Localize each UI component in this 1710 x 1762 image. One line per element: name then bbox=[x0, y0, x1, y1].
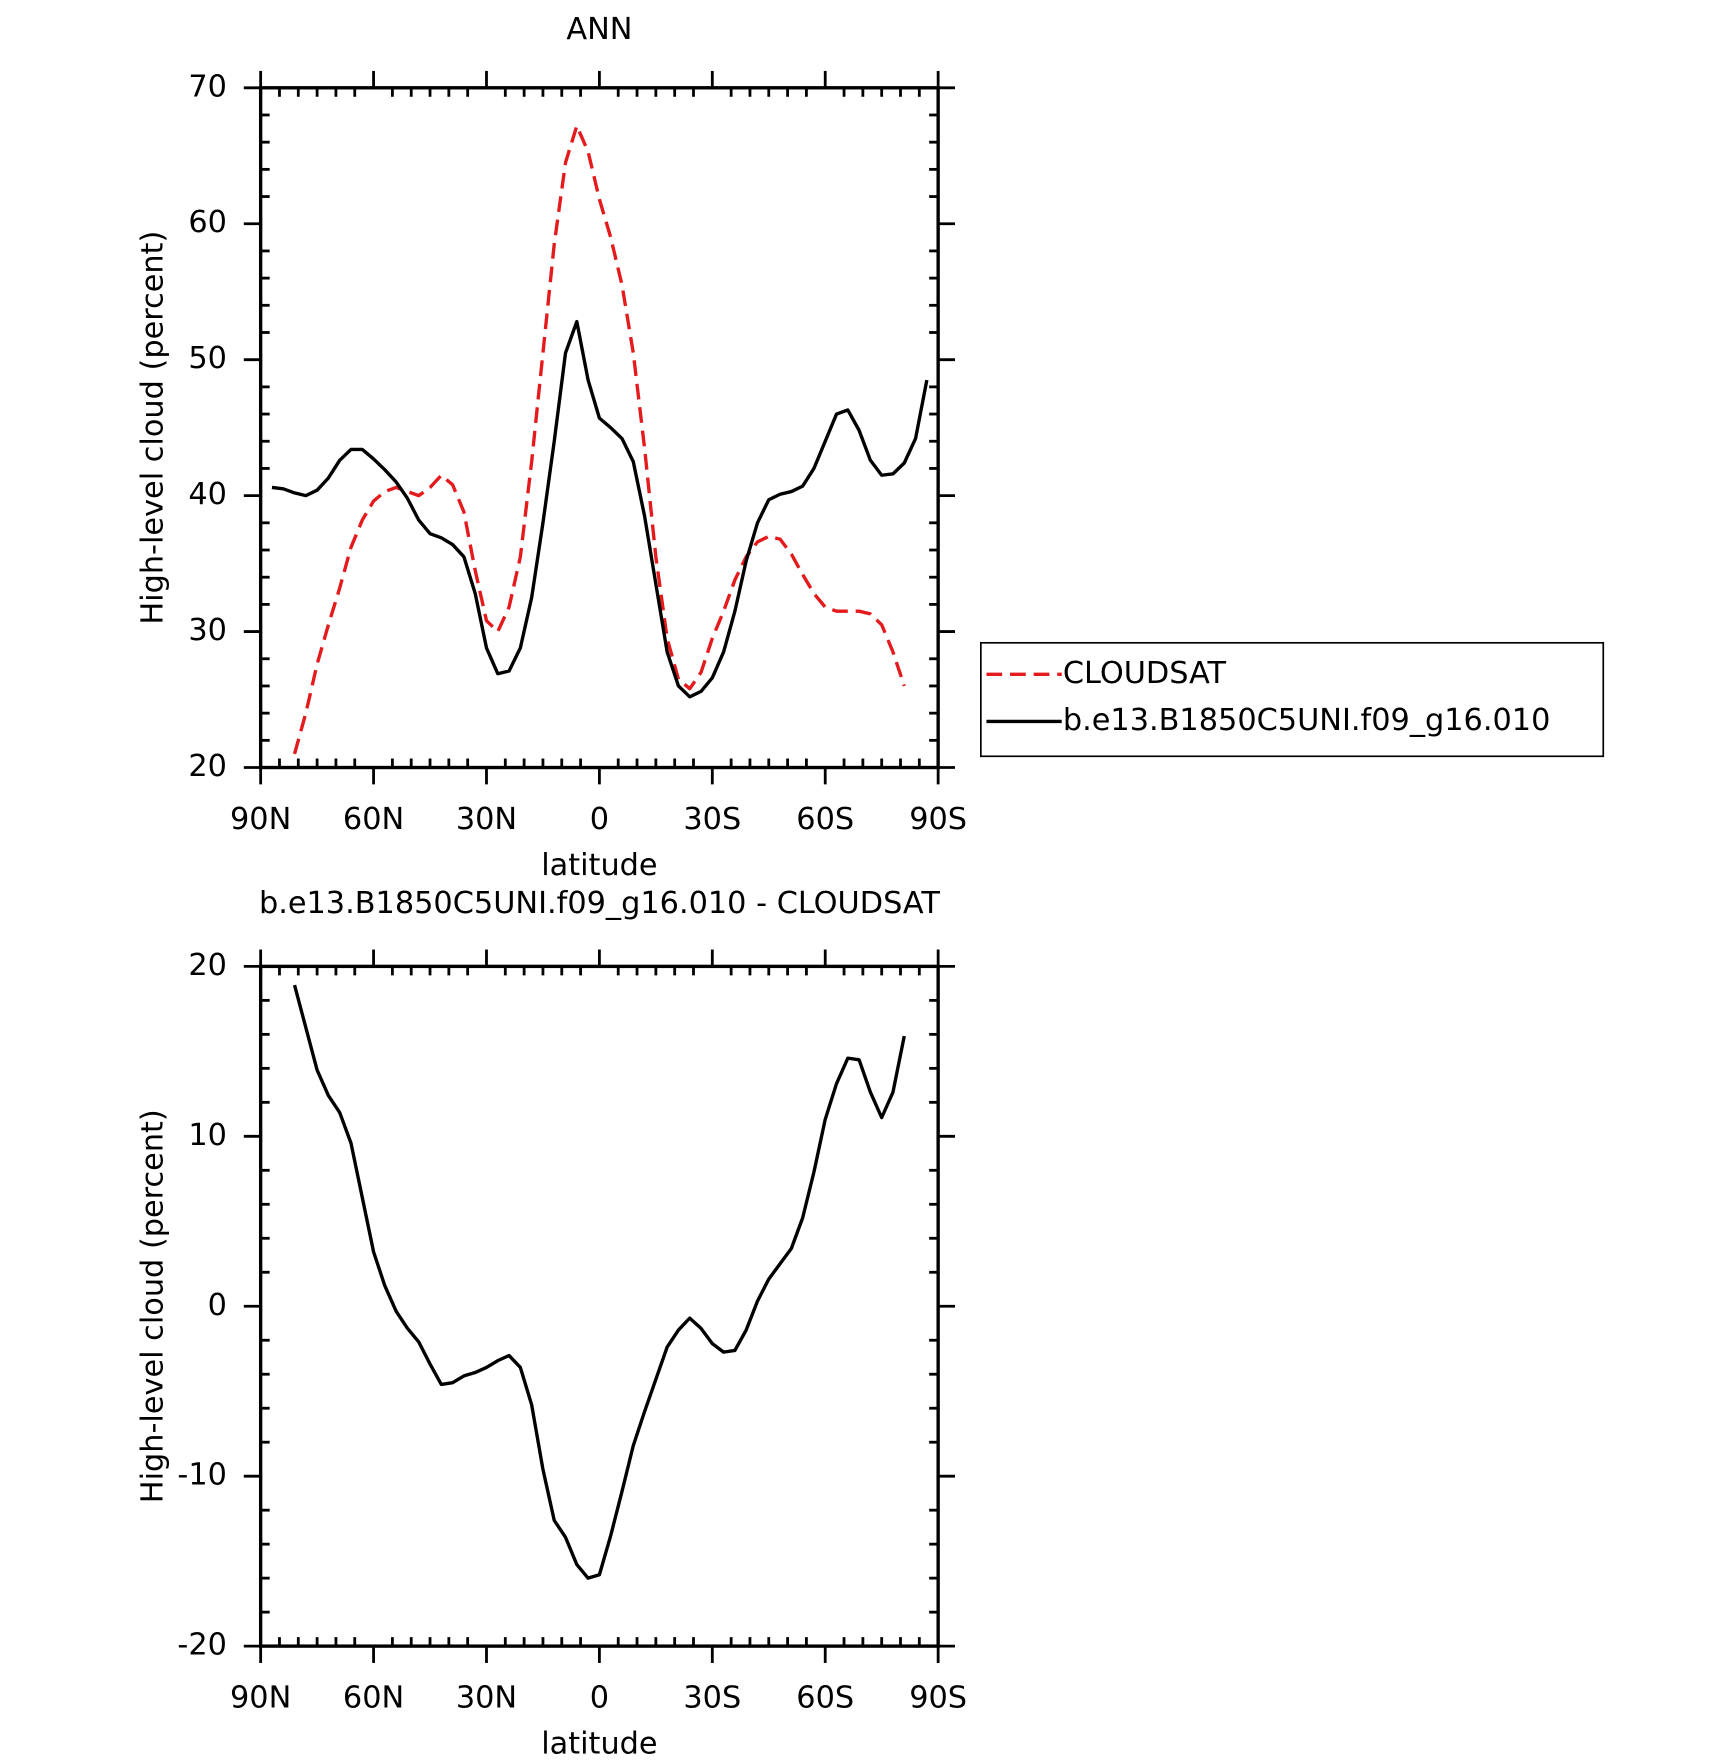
x-tick-label: 30N bbox=[456, 802, 517, 837]
legend-box bbox=[979, 641, 1605, 758]
x-tick-label: 60N bbox=[343, 802, 404, 837]
y-tick-label: 10 bbox=[188, 1118, 227, 1153]
y-tick-label: 0 bbox=[208, 1288, 227, 1323]
data-line bbox=[271, 319, 929, 699]
x-tick-label: 60N bbox=[343, 1680, 404, 1715]
y-tick-label: 60 bbox=[188, 205, 227, 240]
x-tick-label: 30S bbox=[683, 1680, 741, 1715]
y-tick-label: 20 bbox=[188, 749, 227, 784]
chart-title: ANN bbox=[566, 12, 632, 47]
y-tick-label: -20 bbox=[177, 1628, 227, 1663]
y-tick-label: -10 bbox=[177, 1458, 227, 1493]
y-axis-label: High-level cloud (percent) bbox=[135, 1109, 170, 1503]
x-tick-label: 90N bbox=[230, 802, 291, 837]
x-tick-label: 60S bbox=[796, 1680, 854, 1715]
x-tick-label: 60S bbox=[796, 802, 854, 837]
y-tick-label: 20 bbox=[188, 948, 227, 983]
plot-frame bbox=[258, 86, 940, 770]
x-tick-label: 30N bbox=[456, 1680, 517, 1715]
chart-title: b.e13.B1850C5UNI.f09_g16.010 - CLOUDSAT bbox=[259, 886, 940, 921]
x-tick-label: 0 bbox=[590, 802, 609, 837]
x-tick-label: 30S bbox=[683, 802, 741, 837]
y-tick-label: 40 bbox=[188, 477, 227, 512]
legend-label: CLOUDSAT bbox=[1063, 656, 1227, 691]
x-tick-label: 90S bbox=[909, 1680, 967, 1715]
y-tick-label: 30 bbox=[188, 613, 227, 648]
data-line bbox=[292, 984, 906, 1580]
y-tick-label: 50 bbox=[188, 341, 227, 376]
x-tick-label: 90N bbox=[230, 1680, 291, 1715]
y-axis-label: High-level cloud (percent) bbox=[135, 231, 170, 625]
data-line bbox=[292, 124, 906, 755]
x-axis-label: latitude bbox=[541, 1726, 657, 1761]
x-tick-label: 90S bbox=[909, 802, 967, 837]
y-tick-label: 70 bbox=[188, 69, 227, 104]
x-tick-label: 0 bbox=[590, 1680, 609, 1715]
x-axis-label: latitude bbox=[541, 848, 657, 883]
legend-label: b.e13.B1850C5UNI.f09_g16.010 bbox=[1063, 703, 1551, 738]
plot-frame bbox=[258, 964, 940, 1648]
